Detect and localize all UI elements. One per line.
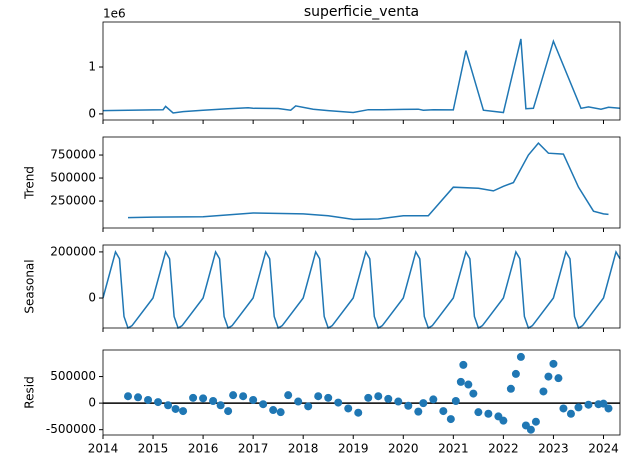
point [314, 392, 323, 401]
x-tick-label: 2022 [488, 442, 519, 456]
x-tick-label: 2023 [538, 442, 569, 456]
y-axis-label: Trend [23, 166, 37, 200]
point [394, 397, 403, 406]
series-line [102, 249, 621, 330]
point [516, 352, 525, 361]
y-tick-label: 0 [88, 106, 96, 120]
x-tick-label: 2019 [338, 442, 369, 456]
point [414, 407, 423, 416]
point [456, 377, 465, 386]
point [239, 392, 248, 401]
point [544, 372, 553, 381]
series-line [102, 38, 621, 114]
point [179, 407, 188, 416]
point [124, 392, 133, 401]
point [189, 393, 198, 402]
point [574, 403, 583, 412]
y-tick-label: 500000 [50, 171, 96, 185]
x-tick-label: 2024 [588, 442, 619, 456]
point [429, 395, 438, 404]
point [216, 401, 225, 410]
y-axis-label: Seasonal [23, 259, 37, 313]
point [506, 384, 515, 393]
point [259, 400, 268, 409]
point [144, 395, 153, 404]
point [584, 400, 593, 409]
x-tick-label: 2015 [138, 442, 169, 456]
point [484, 409, 493, 418]
y-tick-label: 0 [88, 396, 96, 410]
plot-frame [102, 349, 621, 436]
point [419, 399, 428, 408]
plot-frame [102, 244, 621, 329]
y-tick-label: 500000 [50, 369, 96, 383]
point [459, 360, 468, 369]
y-tick-label: 200000 [50, 244, 96, 258]
point [531, 417, 540, 426]
y-axis-label: Resid [23, 376, 37, 408]
y-tick-label: 250000 [50, 194, 96, 208]
point [304, 402, 313, 411]
point [539, 387, 548, 396]
y-tick-label: 0 [88, 291, 96, 305]
point [324, 393, 333, 402]
point [404, 401, 413, 410]
point [209, 397, 218, 405]
offset-text: 1e6 [103, 7, 126, 21]
plot-frame [102, 136, 621, 229]
point [559, 404, 568, 413]
x-tick-label: 2014 [88, 442, 119, 456]
point [334, 398, 343, 407]
point [604, 404, 613, 413]
point [374, 392, 383, 401]
point [474, 408, 483, 417]
x-tick-label: 2016 [188, 442, 219, 456]
point [276, 408, 285, 417]
point [511, 369, 520, 378]
point [269, 406, 278, 415]
point [554, 374, 563, 383]
point [164, 401, 173, 410]
x-tick-label: 2021 [438, 442, 469, 456]
point [439, 407, 448, 416]
x-tick-label: 2020 [388, 442, 419, 456]
point [464, 380, 473, 389]
y-tick-label: 1 [88, 60, 96, 74]
point [526, 425, 535, 434]
point [284, 391, 293, 400]
point [224, 407, 233, 416]
point [354, 408, 363, 417]
point [599, 399, 608, 408]
series-line [127, 141, 609, 221]
y-tick-label: -500000 [46, 422, 96, 436]
point [294, 397, 303, 406]
x-tick-label: 2018 [288, 442, 319, 456]
point [171, 404, 180, 413]
y-tick-label: 750000 [50, 148, 96, 162]
point [549, 359, 558, 368]
point [566, 409, 575, 418]
point [384, 394, 393, 403]
point [446, 415, 455, 424]
point [364, 393, 373, 402]
point [154, 398, 163, 407]
point [249, 395, 258, 404]
point [134, 393, 143, 402]
point [229, 391, 238, 400]
point [199, 394, 208, 403]
point [344, 404, 353, 413]
point [451, 397, 460, 405]
point [499, 416, 508, 425]
plot-frame [102, 21, 621, 121]
chart-title: superficie_venta [304, 4, 419, 20]
point [469, 389, 478, 398]
x-tick-label: 2017 [238, 442, 269, 456]
